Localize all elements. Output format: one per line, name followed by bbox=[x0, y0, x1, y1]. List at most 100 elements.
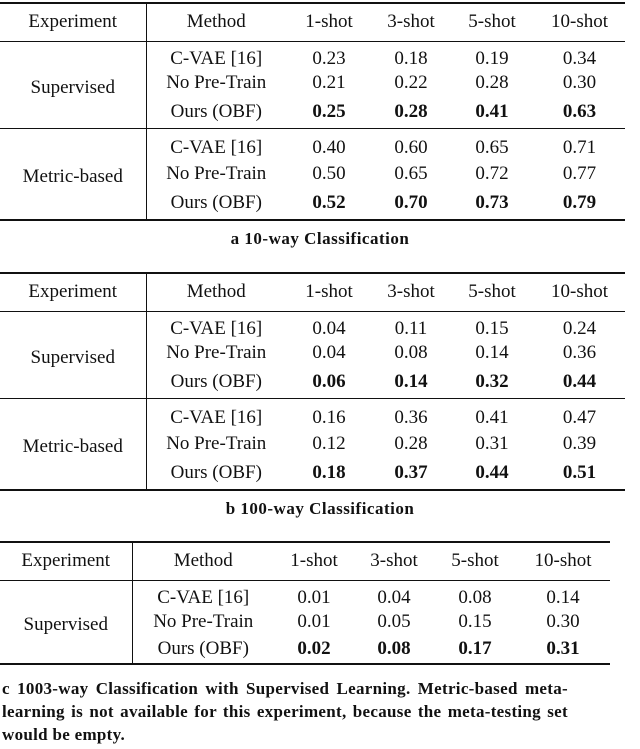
value-cell: 0.40 bbox=[312, 136, 346, 158]
header-method: Method bbox=[186, 281, 246, 303]
caption-b: b 100-way Classification bbox=[225, 499, 415, 518]
value-cell-best: 0.14 bbox=[394, 371, 428, 393]
method-cell: C-VAE [16] bbox=[170, 47, 263, 69]
value-cell: 0.08 bbox=[458, 586, 492, 608]
header-1-shot: 1-shot bbox=[305, 11, 353, 33]
method-cell: Ours (OBF) bbox=[170, 462, 262, 483]
table-row: No Pre-Train 0.01 0.05 0.15 0.30 bbox=[0, 609, 610, 636]
value-cell: 0.41 bbox=[475, 406, 509, 428]
value-cell-best: 0.63 bbox=[562, 101, 597, 123]
value-cell: 0.71 bbox=[562, 136, 597, 158]
caption-c: c 1003-way Classification with Supervise… bbox=[2, 679, 568, 744]
experiment-label: Supervised bbox=[0, 41, 147, 129]
method-cell: No Pre-Train bbox=[166, 72, 267, 93]
header-row: Experiment Method 1-shot 3-shot 5-shot 1… bbox=[0, 273, 625, 311]
method-cell: Ours (OBF) bbox=[170, 192, 262, 213]
value-cell: 0.11 bbox=[394, 317, 428, 339]
header-1-shot: 1-shot bbox=[290, 550, 338, 572]
header-5-shot: 5-shot bbox=[451, 550, 499, 572]
group-supervised: Supervised C-VAE [16] 0.01 0.04 0.08 0.1… bbox=[0, 580, 610, 664]
value-cell: 0.36 bbox=[394, 406, 428, 428]
value-cell: 0.23 bbox=[312, 47, 346, 69]
value-cell: 0.65 bbox=[394, 163, 428, 184]
table-row: Supervised C-VAE [16] 0.01 0.04 0.08 0.1… bbox=[0, 580, 610, 664]
value-cell: 0.05 bbox=[377, 611, 411, 632]
value-cell-best: 0.28 bbox=[394, 101, 428, 123]
table-row: Ours (OBF) 0.52 0.70 0.73 0.79 bbox=[0, 188, 625, 220]
table-row: No Pre-Train 0.12 0.28 0.31 0.39 bbox=[0, 431, 625, 458]
table-row: Supervised C-VAE [16] 0.04 0.11 0.15 0.2… bbox=[0, 311, 625, 399]
value-cell: 0.16 bbox=[312, 406, 346, 428]
value-cell-best: 0.37 bbox=[394, 462, 428, 483]
method-cell: C-VAE [16] bbox=[170, 317, 263, 339]
value-cell: 0.08 bbox=[394, 342, 428, 363]
header-1-shot: 1-shot bbox=[305, 281, 353, 303]
table-1003-way: Experiment Method 1-shot 3-shot 5-shot 1… bbox=[0, 541, 610, 665]
value-cell: 0.04 bbox=[312, 317, 346, 339]
experiment-label: Supervised bbox=[0, 580, 133, 664]
value-cell: 0.21 bbox=[312, 72, 346, 93]
table-row: No Pre-Train 0.50 0.65 0.72 0.77 bbox=[0, 161, 625, 188]
table-10-way: Experiment Method 1-shot 3-shot 5-shot 1… bbox=[0, 2, 625, 221]
value-cell: 0.47 bbox=[562, 406, 597, 428]
value-cell-best: 0.41 bbox=[475, 101, 509, 123]
group-supervised: Supervised C-VAE [16] 0.04 0.11 0.15 0.2… bbox=[0, 311, 625, 399]
header-10-shot: 10-shot bbox=[534, 550, 592, 572]
table-row: Ours (OBF) 0.06 0.14 0.32 0.44 bbox=[0, 367, 625, 399]
value-cell-best: 0.44 bbox=[475, 462, 509, 483]
value-cell: 0.34 bbox=[562, 47, 597, 69]
table-row: Supervised C-VAE [16] 0.23 0.18 0.19 0.3… bbox=[0, 41, 625, 129]
group-metric-based: Metric-based C-VAE [16] 0.40 0.60 0.65 0… bbox=[0, 128, 625, 220]
value-cell-best: 0.17 bbox=[458, 638, 492, 659]
method-cell: No Pre-Train bbox=[166, 163, 267, 184]
value-cell: 0.72 bbox=[475, 163, 509, 184]
value-cell-best: 0.02 bbox=[297, 638, 331, 659]
value-cell-best: 0.70 bbox=[394, 192, 428, 213]
table-row: Metric-based C-VAE [16] 0.40 0.60 0.65 0… bbox=[0, 128, 625, 220]
table-row: Ours (OBF) 0.18 0.37 0.44 0.51 bbox=[0, 458, 625, 490]
value-cell: 0.14 bbox=[475, 342, 509, 363]
experiment-label: Supervised bbox=[0, 311, 147, 399]
value-cell: 0.36 bbox=[562, 342, 597, 363]
experiment-label: Metric-based bbox=[0, 128, 147, 220]
header-3-shot: 3-shot bbox=[387, 281, 435, 303]
value-cell: 0.77 bbox=[562, 163, 597, 184]
value-cell-best: 0.32 bbox=[475, 371, 509, 393]
caption-a: a 10-way Classification bbox=[230, 229, 410, 248]
method-cell: Ours (OBF) bbox=[157, 638, 249, 659]
header-experiment: Experiment bbox=[0, 542, 133, 580]
value-cell-best: 0.06 bbox=[312, 371, 346, 393]
value-cell: 0.65 bbox=[475, 136, 509, 158]
method-cell: No Pre-Train bbox=[166, 433, 267, 454]
value-cell-best: 0.08 bbox=[377, 638, 411, 659]
value-cell-best: 0.79 bbox=[562, 192, 597, 213]
value-cell: 0.04 bbox=[377, 586, 411, 608]
value-cell: 0.01 bbox=[297, 611, 331, 632]
value-cell: 0.18 bbox=[394, 47, 428, 69]
value-cell: 0.14 bbox=[546, 586, 580, 608]
value-cell: 0.01 bbox=[297, 586, 331, 608]
method-cell: C-VAE [16] bbox=[170, 136, 263, 158]
value-cell: 0.15 bbox=[458, 611, 492, 632]
experiment-label: Metric-based bbox=[0, 398, 147, 490]
value-cell: 0.19 bbox=[475, 47, 509, 69]
header-3-shot: 3-shot bbox=[370, 550, 418, 572]
table-row: No Pre-Train 0.04 0.08 0.14 0.36 bbox=[0, 340, 625, 367]
value-cell: 0.50 bbox=[312, 163, 346, 184]
method-cell: C-VAE [16] bbox=[170, 406, 263, 428]
value-cell: 0.30 bbox=[562, 72, 597, 93]
method-cell: C-VAE [16] bbox=[157, 586, 250, 608]
method-cell: No Pre-Train bbox=[166, 342, 267, 363]
value-cell-best: 0.52 bbox=[312, 192, 346, 213]
group-metric-based: Metric-based C-VAE [16] 0.16 0.36 0.41 0… bbox=[0, 398, 625, 490]
value-cell: 0.31 bbox=[475, 433, 509, 454]
value-cell: 0.30 bbox=[546, 611, 580, 632]
value-cell: 0.60 bbox=[394, 136, 428, 158]
value-cell: 0.24 bbox=[562, 317, 597, 339]
value-cell-best: 0.44 bbox=[562, 371, 597, 393]
method-cell: No Pre-Train bbox=[153, 611, 254, 632]
value-cell-best: 0.25 bbox=[312, 101, 346, 123]
header-row: Experiment Method 1-shot 3-shot 5-shot 1… bbox=[0, 3, 625, 41]
value-cell: 0.04 bbox=[312, 342, 346, 363]
value-cell: 0.12 bbox=[312, 433, 346, 454]
